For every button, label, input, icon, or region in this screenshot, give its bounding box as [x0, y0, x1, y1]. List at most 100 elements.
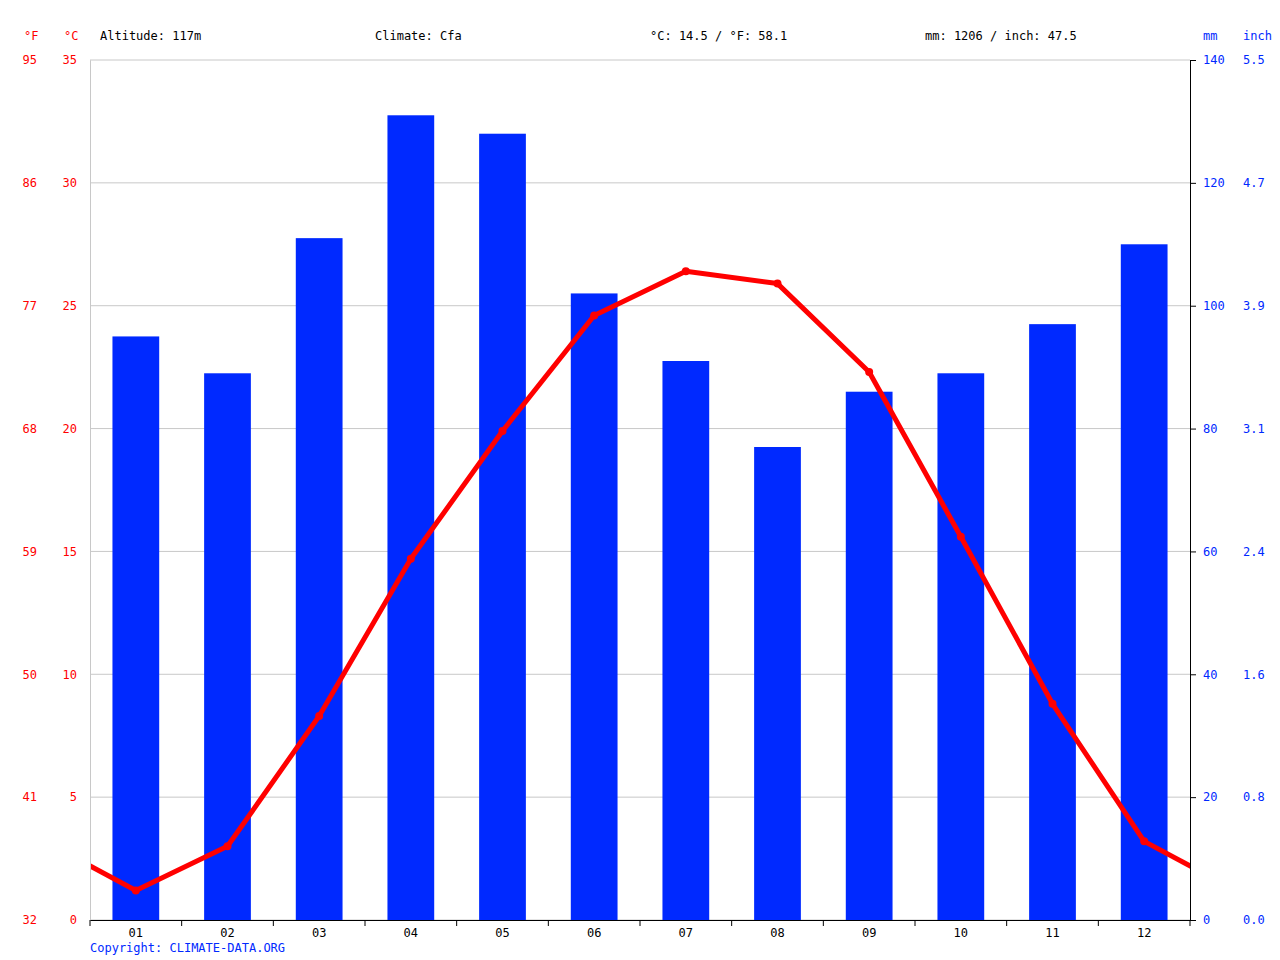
tick: 50: [23, 668, 90, 682]
annotation: °C: 14.5 / °F: 58.1: [650, 29, 787, 43]
tick-label: 86: [23, 176, 37, 190]
axis-line: [1190, 61, 1191, 921]
tick: 08: [770, 920, 784, 940]
marker: [1049, 700, 1057, 708]
marker: [1140, 837, 1148, 845]
tick: 120: [1190, 176, 1225, 190]
chart-container: 0510152025303532415059687786950204060801…: [0, 0, 1280, 960]
tick: 10: [63, 668, 90, 682]
tick: 11: [1045, 920, 1059, 940]
annotation: mm: 1206 / inch: 47.5: [925, 29, 1077, 43]
x-boundary-tick: [548, 920, 549, 926]
marker: [774, 280, 782, 288]
bar: [846, 392, 893, 920]
grid-line: [90, 428, 1190, 429]
tick: 32: [23, 913, 90, 927]
tick: 5.5: [1190, 53, 1265, 67]
tick: 5: [70, 790, 90, 804]
annotation: Climate: Cfa: [375, 29, 462, 43]
axis-unit: inch: [1243, 29, 1272, 43]
tick: 12: [1137, 920, 1151, 940]
tick-label: 08: [770, 926, 784, 940]
tick-label: 15: [63, 545, 77, 559]
grid-line: [90, 674, 1190, 675]
y-axis-celsius: 0 5 10 15 20 25 30 35: [63, 53, 91, 927]
plot-area: [90, 115, 1190, 920]
tick-label: 20: [63, 422, 77, 436]
tick: 3.9: [1190, 299, 1265, 313]
tick-label: 10: [63, 668, 77, 682]
tick: 07: [679, 920, 693, 940]
source: Copyright: CLIMATE-DATA.ORG: [90, 941, 285, 955]
marker: [499, 427, 507, 435]
x-boundary-tick: [731, 920, 732, 926]
tick-label: 06: [587, 926, 601, 940]
tick-label: 35: [63, 53, 77, 67]
bar: [571, 293, 618, 920]
tick-label: 77: [23, 299, 37, 313]
tick-label: 41: [23, 790, 37, 804]
tick-label: 100: [1203, 299, 1225, 313]
tick: 140: [1190, 53, 1225, 67]
y-axis-mm: 020406080100120140: [1190, 53, 1225, 927]
marker: [865, 368, 873, 376]
tick-label: 1.6: [1243, 668, 1265, 682]
axis-unit: °F: [24, 29, 38, 43]
tick: 3.1: [1190, 422, 1265, 436]
axis-unit: °C: [64, 29, 78, 43]
annotation: Altitude: 117m: [100, 29, 201, 43]
tick-label: 59: [23, 545, 37, 559]
tick: 0: [70, 913, 90, 927]
tick-label: 32: [23, 913, 37, 927]
bar: [112, 336, 159, 920]
tick: 30: [63, 176, 90, 190]
tick-label: 5: [70, 790, 77, 804]
bar: [296, 238, 343, 920]
tick: 68: [23, 422, 90, 436]
tick-label: 01: [129, 926, 143, 940]
tick-label: 5.5: [1243, 53, 1265, 67]
tick: 03: [312, 920, 326, 940]
y-axis-inch: 0.00.81.62.43.13.94.75.5: [1190, 53, 1265, 927]
x-boundary-tick: [1098, 920, 1099, 926]
grid-line: [90, 551, 1190, 552]
marker: [224, 842, 232, 850]
tick: 60: [1190, 545, 1217, 559]
grid: [90, 60, 1190, 920]
tick: 10: [954, 920, 968, 940]
marker: [407, 555, 415, 563]
tick: 05: [495, 920, 509, 940]
bar: [479, 134, 526, 920]
tick: 77: [23, 299, 90, 313]
tick-label: 02: [220, 926, 234, 940]
tick-label: 120: [1203, 176, 1225, 190]
y-axis-fahrenheit: 3241505968778695: [23, 53, 91, 927]
chart-svg: 0510152025303532415059687786950204060801…: [0, 0, 1280, 960]
tick: 80: [1190, 422, 1217, 436]
bar: [204, 373, 251, 920]
tick-label: 0: [1203, 913, 1210, 927]
marker: [590, 312, 598, 320]
tick-label: 2.4: [1243, 545, 1265, 559]
tick-label: 20: [1203, 790, 1217, 804]
tick: 04: [404, 920, 418, 940]
grid-line: [90, 60, 1190, 61]
tick: 2.4: [1190, 545, 1265, 559]
tick: 15: [63, 545, 90, 559]
tick: 35: [63, 53, 90, 67]
line-wrap: [90, 841, 136, 890]
x-boundary-tick: [915, 920, 916, 926]
tick-label: 07: [679, 926, 693, 940]
tick-label: 04: [404, 926, 418, 940]
marker: [132, 887, 140, 895]
axis-unit: mm: [1203, 29, 1217, 43]
tick-label: 12: [1137, 926, 1151, 940]
tick-label: 03: [312, 926, 326, 940]
tick-label: 25: [63, 299, 77, 313]
bar: [1029, 324, 1076, 920]
x-boundary-tick: [1006, 920, 1007, 926]
tick-label: 95: [23, 53, 37, 67]
axis-line: [1191, 61, 1197, 921]
axis-line: [90, 61, 91, 921]
axis-line: [90, 61, 91, 921]
